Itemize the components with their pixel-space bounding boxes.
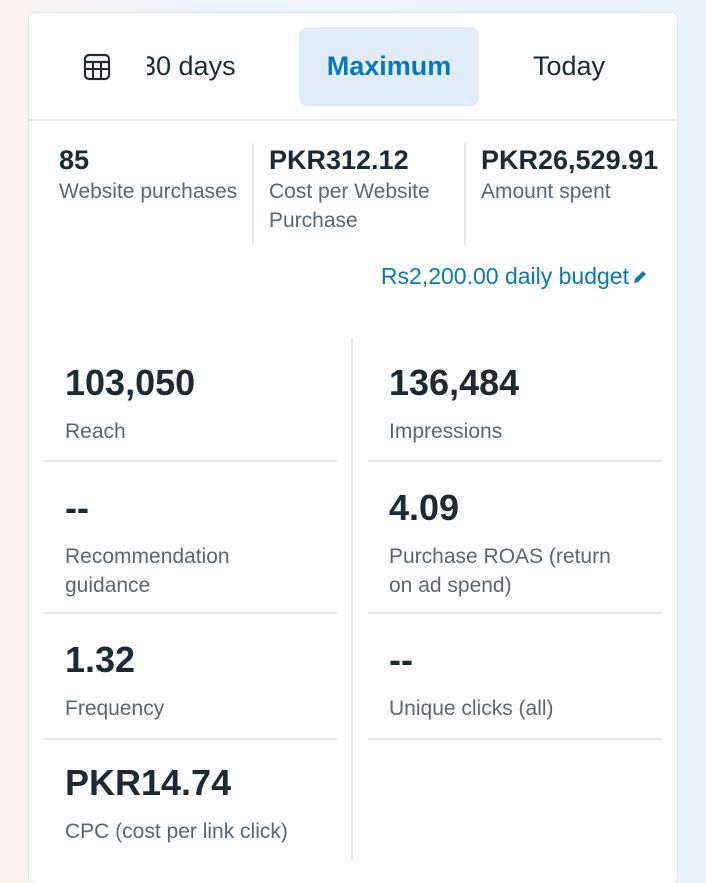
metric-unique-clicks: -- Unique clicks (all) <box>389 638 683 723</box>
metric-value: -- <box>65 487 89 528</box>
daily-budget-link[interactable]: Rs2,200.00 daily budget <box>381 263 649 290</box>
metric-label: Reach <box>65 420 126 443</box>
metric-value: 103,050 <box>65 362 196 403</box>
summary-amount-spent: PKR26,529.91 Amount spent <box>481 143 671 206</box>
date-range-tabs: 30 days Maximum Today <box>29 13 677 121</box>
summary-value: PKR26,529.91 <box>481 145 659 175</box>
summary-value: 85 <box>59 145 90 175</box>
tab-today[interactable]: Today <box>532 51 606 81</box>
calendar-icon[interactable] <box>83 53 111 81</box>
metric-value: PKR14.74 <box>65 762 232 803</box>
divider <box>368 738 662 740</box>
metric-recommendation-guidance: -- Recommendation guidance <box>65 486 359 600</box>
divider <box>351 338 353 860</box>
summary-website-purchases: 85 Website purchases <box>59 143 249 206</box>
metric-label: Purchase ROAS (return on ad spend) <box>389 545 611 597</box>
metric-frequency: 1.32 Frequency <box>65 638 359 723</box>
metric-label: Impressions <box>389 420 503 443</box>
metric-value: 136,484 <box>389 362 520 403</box>
metric-label: Unique clicks (all) <box>389 697 554 720</box>
summary-cost-per-purchase: PKR312.12 Cost per Website Purchase <box>269 143 449 235</box>
summary-label: Website purchases <box>59 180 238 203</box>
metric-impressions: 136,484 Impressions <box>389 361 683 446</box>
metric-value: 4.09 <box>389 487 460 528</box>
divider <box>464 143 466 245</box>
metric-label: Recommendation guidance <box>65 545 230 597</box>
summary-label: Cost per Website Purchase <box>269 180 430 232</box>
divider <box>368 612 662 614</box>
metric-label: CPC (cost per link click) <box>65 820 288 843</box>
divider <box>368 460 662 462</box>
divider <box>252 143 254 245</box>
divider <box>43 612 337 614</box>
budget-text: Rs2,200.00 daily budget <box>380 263 629 289</box>
divider <box>43 738 337 740</box>
summary-value: PKR312.12 <box>269 145 409 175</box>
metric-value: -- <box>389 639 413 680</box>
summary-label: Amount spent <box>481 180 611 203</box>
metric-purchase-roas: 4.09 Purchase ROAS (return on ad spend) <box>389 486 683 600</box>
metric-value: 1.32 <box>65 639 136 680</box>
tab-maximum[interactable]: Maximum <box>299 27 479 106</box>
divider <box>43 460 337 462</box>
tab-label: 30 days <box>147 51 236 81</box>
pencil-icon <box>634 270 646 283</box>
metric-reach: 103,050 Reach <box>65 361 359 446</box>
tab-last-30-days[interactable]: 30 days <box>147 27 247 106</box>
metric-cpc: PKR14.74 CPC (cost per link click) <box>65 761 359 846</box>
ad-insights-card: 30 days Maximum Today 85 Website purchase… <box>29 13 677 883</box>
metric-label: Frequency <box>65 697 165 720</box>
